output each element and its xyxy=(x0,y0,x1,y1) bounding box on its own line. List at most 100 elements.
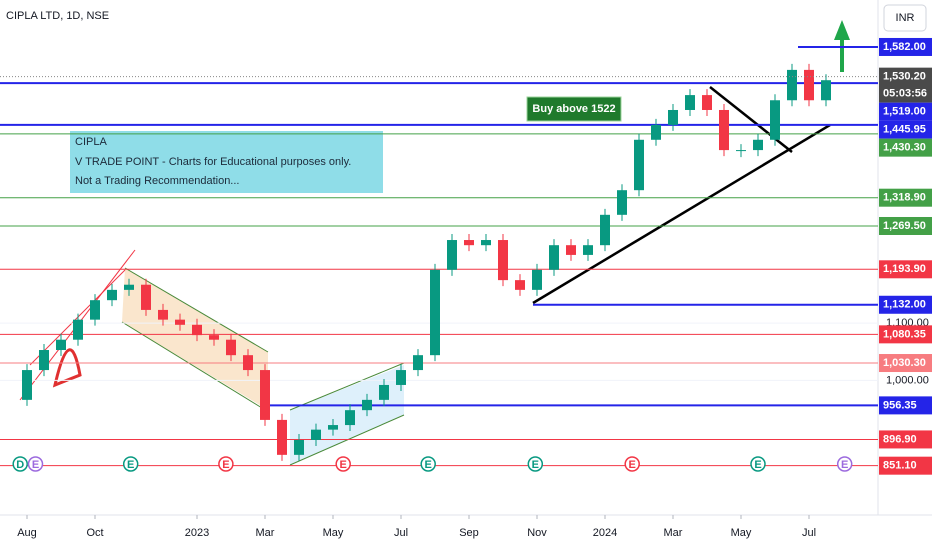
candle xyxy=(770,100,780,140)
price-label: 1,318.90 xyxy=(883,192,926,204)
candle xyxy=(175,319,185,325)
event-marker xyxy=(12,456,28,472)
event-label: E xyxy=(340,459,347,471)
symbol-title: CIPLA LTD, 1D, NSE xyxy=(6,10,109,22)
series-layer xyxy=(0,45,878,467)
candle xyxy=(447,240,457,270)
candle xyxy=(277,419,287,455)
candle xyxy=(481,240,491,246)
event-label: E xyxy=(32,459,39,471)
price-label-box xyxy=(879,67,932,103)
candle xyxy=(549,245,559,270)
price-label-box xyxy=(879,396,932,415)
candle xyxy=(804,69,814,101)
event-label: E xyxy=(425,459,432,471)
note-box xyxy=(70,131,383,193)
event-marker xyxy=(122,456,139,472)
candle xyxy=(498,240,508,281)
event-marker xyxy=(335,456,351,472)
price-label-box xyxy=(879,295,932,314)
currency-button[interactable] xyxy=(883,4,927,32)
price-label-box xyxy=(879,325,932,344)
candle xyxy=(413,355,423,371)
x-tick-label: May xyxy=(731,527,752,539)
candle xyxy=(583,245,593,255)
x-tick-label: Nov xyxy=(527,527,547,539)
event-label: D xyxy=(16,459,24,471)
price-label: 1,030.30 xyxy=(883,357,926,369)
channel-line xyxy=(289,414,405,466)
event-label: E xyxy=(222,459,229,471)
event-marker xyxy=(527,456,544,472)
candle xyxy=(260,370,270,420)
price-label: 1,430.30 xyxy=(883,142,926,154)
candle xyxy=(328,425,338,430)
resistance-trendline xyxy=(709,86,793,153)
x-tick-label: Jul xyxy=(802,527,816,539)
price-label-box xyxy=(879,260,932,279)
y-tick-label: 1,000.00 xyxy=(886,374,929,386)
price-label-box xyxy=(879,188,932,207)
price-label: 1,080.35 xyxy=(883,328,926,340)
candle xyxy=(158,309,168,320)
price-label: 1,445.95 xyxy=(883,124,926,136)
candle xyxy=(90,300,100,320)
price-label-box xyxy=(879,138,932,157)
candle xyxy=(668,109,678,125)
event-label: E xyxy=(127,459,134,471)
x-tick-label: Mar xyxy=(664,527,683,539)
note-line: V TRADE POINT - Charts for Educational p… xyxy=(75,156,351,168)
buy-label-box xyxy=(526,96,622,122)
candle xyxy=(719,109,729,151)
price-label: 896.90 xyxy=(883,433,917,445)
candle xyxy=(22,370,32,400)
candle xyxy=(141,284,151,310)
x-tick-label: Aug xyxy=(17,527,37,539)
candle xyxy=(192,324,202,336)
event-marker xyxy=(836,456,853,472)
event-label: E xyxy=(629,459,636,471)
price-label: 956.35 xyxy=(883,399,917,411)
countdown: 05:03:56 xyxy=(883,88,927,100)
support-trendline xyxy=(532,123,831,305)
candle xyxy=(39,350,49,371)
candle xyxy=(753,139,763,151)
candle xyxy=(362,399,372,411)
x-tick-label: Oct xyxy=(86,527,103,539)
candle xyxy=(532,269,542,290)
candle xyxy=(515,280,525,290)
price-label: 1,132.00 xyxy=(883,299,926,311)
candle xyxy=(651,124,661,140)
price-label-box xyxy=(879,216,932,235)
event-marker xyxy=(218,456,234,472)
candle xyxy=(396,370,406,385)
candle xyxy=(787,69,797,101)
pattern-mark xyxy=(52,348,82,388)
note-line: Not a Trading Recommendation... xyxy=(75,175,239,187)
x-tick-label: Mar xyxy=(256,527,275,539)
candle xyxy=(226,339,236,356)
candle xyxy=(464,240,474,246)
price-label: 1,193.90 xyxy=(883,263,926,275)
buy-label: Buy above 1522 xyxy=(532,103,615,115)
x-tick-label: May xyxy=(323,527,344,539)
price-label-box xyxy=(879,354,932,373)
channel-line xyxy=(121,321,263,409)
candle xyxy=(617,190,627,215)
event-marker xyxy=(420,456,436,472)
x-tick-label: Sep xyxy=(459,527,479,539)
candle xyxy=(311,429,321,440)
x-tick-label: 2024 xyxy=(593,527,617,539)
currency: INR xyxy=(896,12,915,24)
event-label: E xyxy=(841,459,848,471)
price-label-box xyxy=(879,456,932,475)
price-label: 851.10 xyxy=(883,460,917,472)
note-line: CIPLA xyxy=(75,136,107,148)
candle xyxy=(634,139,644,191)
candle xyxy=(821,80,831,101)
price-label-box xyxy=(879,102,932,121)
candle xyxy=(379,384,389,400)
candle xyxy=(294,439,304,455)
